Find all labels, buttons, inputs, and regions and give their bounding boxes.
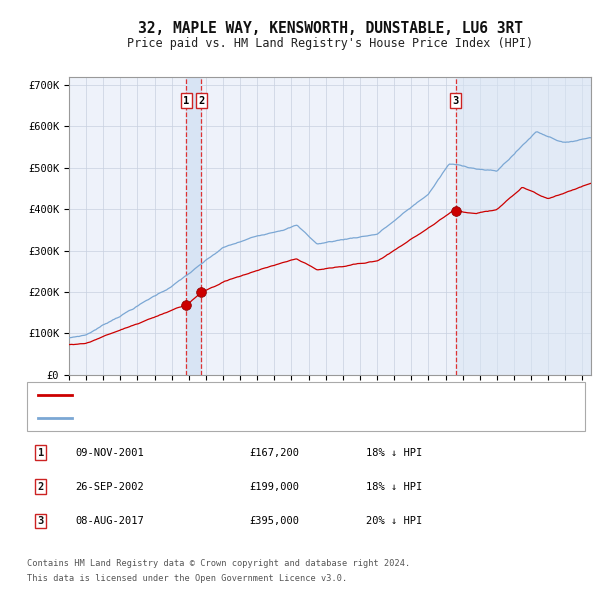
Text: 1: 1 [38,448,44,457]
Text: 18% ↓ HPI: 18% ↓ HPI [366,482,422,491]
Text: 1: 1 [183,96,190,106]
Text: 32, MAPLE WAY, KENSWORTH, DUNSTABLE, LU6 3RT (detached house): 32, MAPLE WAY, KENSWORTH, DUNSTABLE, LU6… [77,391,443,401]
Text: Price paid vs. HM Land Registry's House Price Index (HPI): Price paid vs. HM Land Registry's House … [127,37,533,50]
Text: £167,200: £167,200 [249,448,299,457]
Bar [187,77,201,375]
Bar [456,77,591,375]
Text: 18% ↓ HPI: 18% ↓ HPI [366,448,422,457]
Text: 2: 2 [198,96,205,106]
Text: £199,000: £199,000 [249,482,299,491]
Text: 2: 2 [38,482,44,491]
Text: 26-SEP-2002: 26-SEP-2002 [75,482,144,491]
Text: 32, MAPLE WAY, KENSWORTH, DUNSTABLE, LU6 3RT: 32, MAPLE WAY, KENSWORTH, DUNSTABLE, LU6… [137,21,523,35]
Text: This data is licensed under the Open Government Licence v3.0.: This data is licensed under the Open Gov… [27,574,347,583]
Text: HPI: Average price, detached house, Central Bedfordshire: HPI: Average price, detached house, Cent… [77,412,413,422]
Text: 09-NOV-2001: 09-NOV-2001 [75,448,144,457]
Text: 3: 3 [452,96,459,106]
Text: 3: 3 [38,516,44,526]
Text: Contains HM Land Registry data © Crown copyright and database right 2024.: Contains HM Land Registry data © Crown c… [27,559,410,568]
Text: 08-AUG-2017: 08-AUG-2017 [75,516,144,526]
Text: £395,000: £395,000 [249,516,299,526]
Text: 20% ↓ HPI: 20% ↓ HPI [366,516,422,526]
